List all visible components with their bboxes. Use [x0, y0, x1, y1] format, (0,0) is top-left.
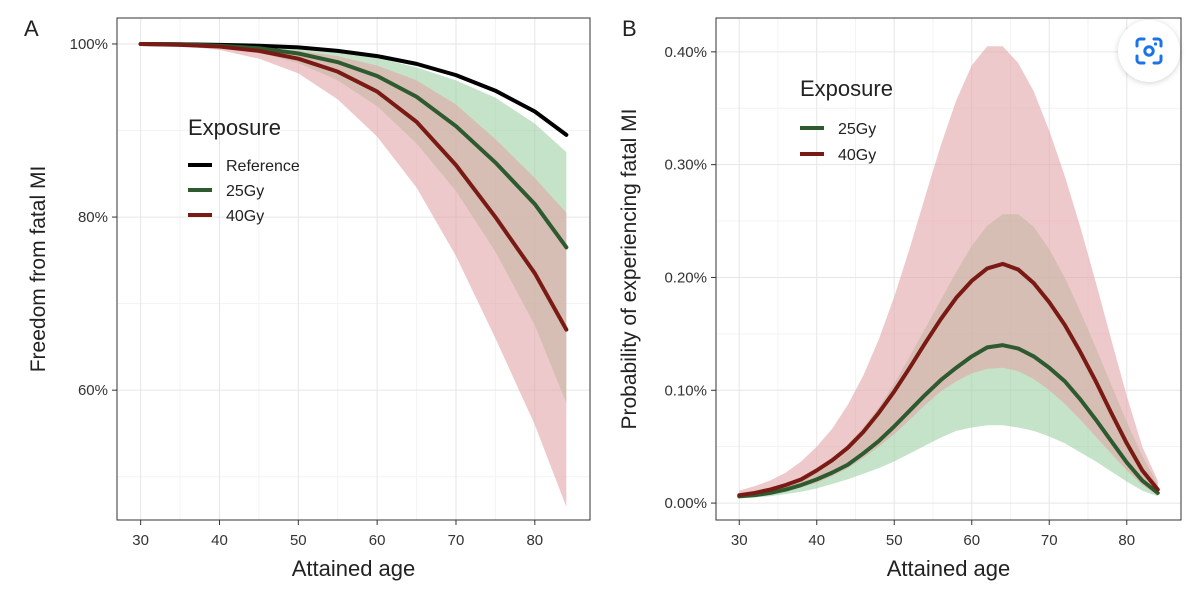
x-tick-label: 40 [211, 532, 228, 549]
legend-title: Exposure [800, 76, 893, 101]
y-tick-label: 100% [70, 36, 108, 53]
x-tick-label: 70 [448, 532, 465, 549]
legend: Exposure 25Gy 40Gy [800, 76, 893, 164]
legend-label-25gy: 25Gy [226, 183, 264, 200]
x-tick-label: 70 [1041, 532, 1058, 549]
x-tick-label: 50 [290, 532, 307, 549]
x-tick-label: 60 [369, 532, 386, 549]
lens-button[interactable] [1118, 20, 1180, 82]
panel-b: 30 40 50 60 70 80 0.00% 0.10% 0.20% 0.30% 0.40% Att… [618, 16, 1182, 581]
x-tick-label: 50 [886, 532, 903, 549]
band-40gy [140, 43, 567, 508]
y-tick-label: 0.30% [664, 157, 707, 174]
y-tick-label: 0.00% [664, 495, 707, 512]
plot-area [138, 41, 569, 508]
legend-label-reference: Reference [226, 158, 300, 175]
y-tick-label: 80% [78, 209, 108, 226]
plot-frame [715, 17, 1182, 521]
x-axis-title: Attained age [292, 556, 416, 581]
legend-title: Exposure [188, 115, 281, 140]
panel-label: A [24, 16, 39, 41]
panel-label: B [622, 16, 637, 41]
x-tick-label: 40 [808, 532, 825, 549]
plot-area [737, 46, 1160, 499]
panel-a: 30 40 50 60 70 80 60% 80% 100% Attained age Freedo… [24, 16, 591, 581]
x-tick-label: 60 [963, 532, 980, 549]
y-tick-label: 0.10% [664, 382, 707, 399]
line-40gy [737, 261, 1160, 498]
y-tick-label: 0.20% [664, 269, 707, 286]
y-tick-label: 60% [78, 382, 108, 399]
x-tick-label: 80 [526, 532, 543, 549]
x-axis-title: Attained age [887, 556, 1011, 581]
line-25gy [737, 343, 1160, 499]
x-tick-label: 30 [731, 532, 748, 549]
y-axis-title: Probability of experiencing fatal MI [618, 109, 641, 430]
legend: Exposure Reference 25Gy 40Gy [188, 115, 300, 225]
legend-label-40gy: 40Gy [838, 147, 876, 164]
y-axis-title: Freedom from fatal MI [27, 166, 50, 373]
y-tick-label: 0.40% [664, 44, 707, 61]
band-40gy [739, 46, 1158, 498]
legend-label-40gy: 40Gy [226, 208, 264, 225]
plot-frame [116, 17, 591, 521]
line-40gy [138, 41, 569, 332]
legend-label-25gy: 25Gy [838, 121, 876, 138]
x-tick-label: 80 [1118, 532, 1135, 549]
x-tick-label: 30 [132, 532, 149, 549]
lens-scan-icon [1135, 37, 1163, 65]
